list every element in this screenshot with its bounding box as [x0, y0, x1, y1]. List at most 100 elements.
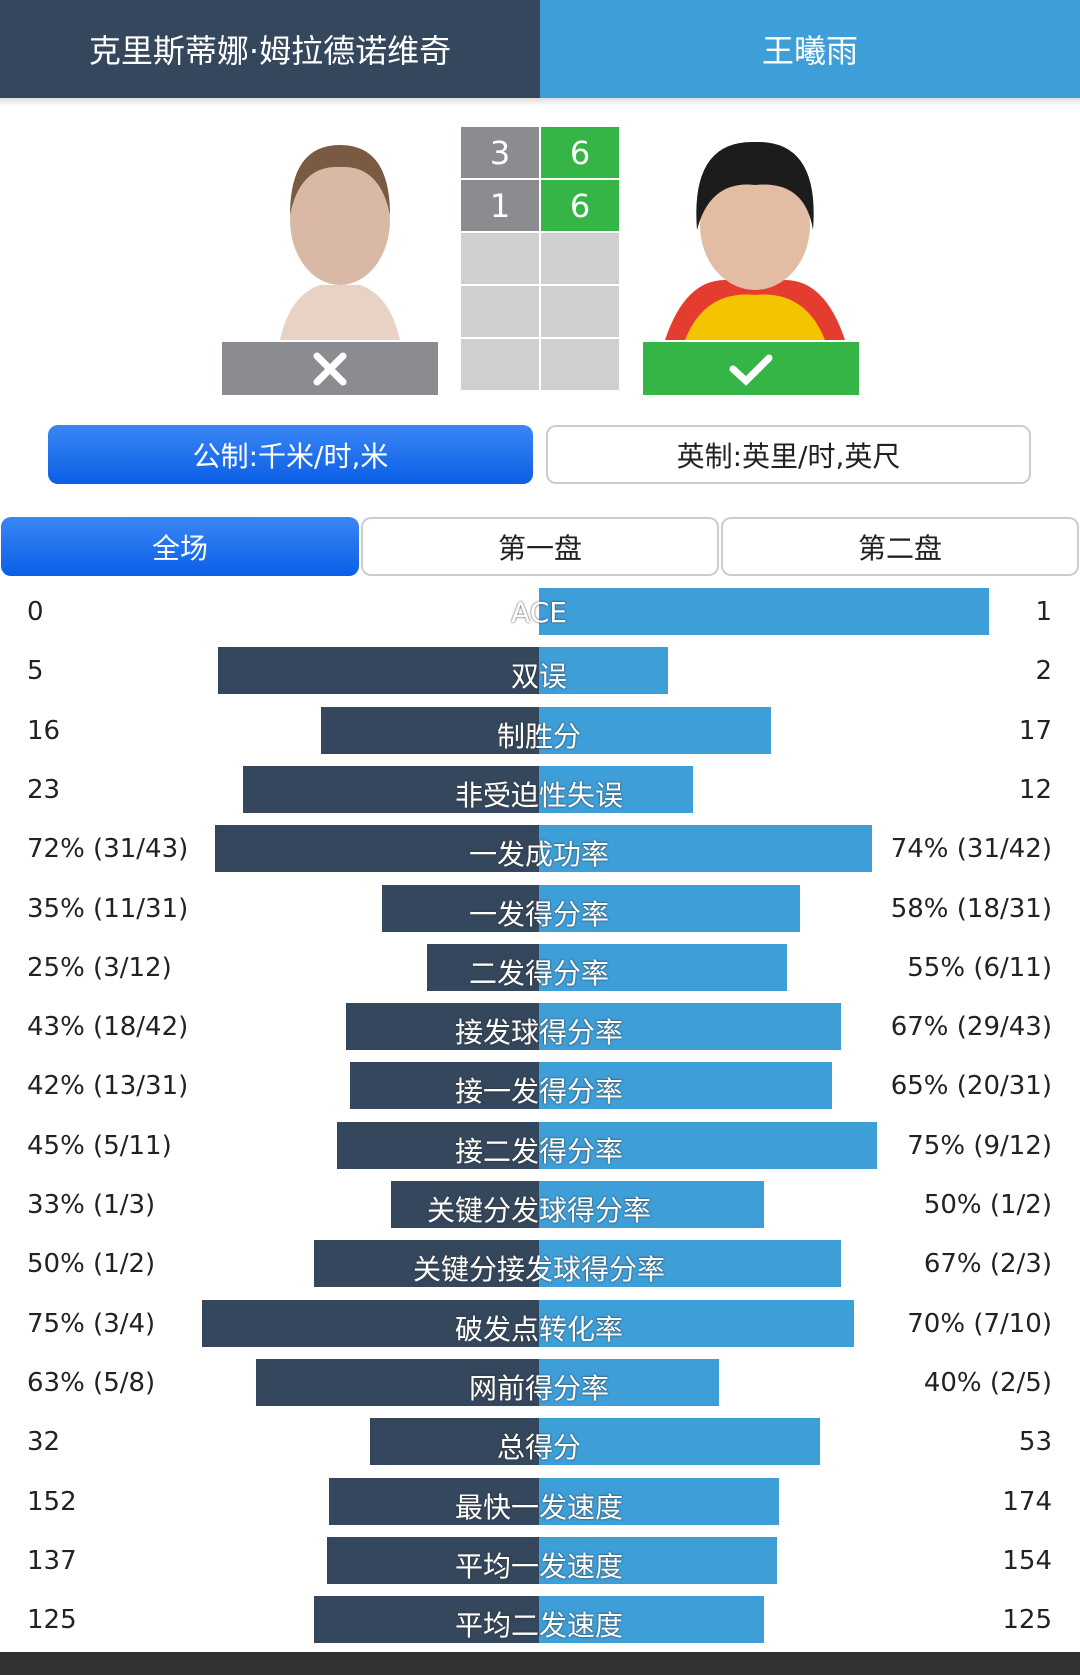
empty-set [461, 339, 539, 390]
right-value: 55% (6/11) [907, 952, 1052, 983]
stat-label: 制胜分 [496, 719, 581, 753]
right-value: 58% (18/31) [890, 893, 1052, 924]
stat-label: 一发成功率 [468, 838, 609, 872]
right-value: 67% (29/43) [890, 1012, 1052, 1043]
right-bar [539, 943, 787, 991]
set-score: 3 [461, 127, 539, 178]
left-value: 42% (13/31) [27, 1071, 189, 1102]
left-bar [243, 765, 539, 813]
stat-label: 接二发得分率 [454, 1134, 623, 1168]
right-bar [539, 884, 800, 932]
left-value: 33% (1/3) [27, 1190, 156, 1220]
right-value: 50% (1/2) [923, 1190, 1052, 1220]
player2-photo [665, 141, 845, 340]
set-score: 1 [461, 180, 539, 231]
stat-label: 非受迫性失误 [454, 778, 623, 812]
stat-label: 网前得分率 [468, 1371, 609, 1405]
right-bar [539, 706, 771, 754]
right-bar [539, 1181, 764, 1228]
left-value: 72% (31/43) [27, 834, 189, 865]
left-bar [327, 1536, 539, 1584]
right-bar [539, 1596, 764, 1644]
right-value: 67% (2/3) [923, 1249, 1052, 1280]
left-bar [381, 884, 539, 932]
left-value: 75% (3/4) [27, 1308, 156, 1339]
right-bar [539, 825, 872, 873]
left-bar [320, 706, 539, 754]
stat-label: 平均一发速度 [454, 1549, 623, 1583]
metric-button[interactable]: 公制:千米/时,米 [48, 425, 533, 484]
left-bar [369, 1418, 539, 1466]
stat-label: 一发得分率 [468, 897, 609, 931]
left-value: 152 [27, 1486, 77, 1517]
right-bar [539, 1121, 877, 1169]
left-value: 5 [27, 656, 44, 687]
right-value: 75% (9/12) [907, 1130, 1052, 1161]
left-bar [345, 1003, 539, 1051]
stat-label: 平均二发速度 [454, 1609, 623, 1643]
left-value: 63% (5/8) [27, 1367, 156, 1398]
stat-label: 关键分接发球得分率 [412, 1253, 665, 1287]
right-bar [539, 765, 694, 813]
left-value: 125 [27, 1605, 77, 1636]
stat-label: 接一发得分率 [454, 1075, 623, 1109]
right-value: 53 [1018, 1427, 1052, 1458]
right-bar [539, 1240, 841, 1288]
right-value: 74% (31/42) [890, 834, 1052, 865]
right-bar [539, 1299, 854, 1347]
right-value: 12 [1018, 774, 1052, 805]
left-bar [314, 1240, 539, 1288]
tab[interactable]: 全场 [1, 517, 359, 576]
right-bar [539, 1536, 778, 1584]
header-shadow [0, 98, 1080, 106]
empty-set [541, 233, 619, 284]
stat-label: 破发点转化率 [454, 1312, 623, 1346]
left-value: 16 [27, 715, 61, 746]
left-value: 32 [27, 1427, 61, 1458]
left-bar [329, 1477, 539, 1525]
left-bar [426, 943, 539, 991]
right-value: 17 [1018, 715, 1052, 746]
empty-set [461, 233, 539, 284]
left-value: 43% (18/42) [27, 1012, 189, 1043]
empty-set [461, 286, 539, 337]
left-value: 45% (5/11) [27, 1130, 172, 1161]
left-value: 35% (11/31) [27, 893, 189, 924]
left-value: 25% (3/12) [27, 952, 172, 983]
set-score: 6 [541, 127, 619, 178]
right-value: 70% (7/10) [907, 1308, 1052, 1339]
left-value: 0 [27, 597, 44, 627]
loss-badge [222, 342, 438, 395]
right-value: 40% (2/5) [923, 1367, 1052, 1398]
right-bar [539, 1003, 841, 1051]
player1-name: 克里斯蒂娜·姆拉德诺维奇 [0, 0, 540, 98]
left-value: 50% (1/2) [27, 1249, 156, 1280]
right-bar [539, 588, 989, 635]
right-value: 174 [1002, 1486, 1052, 1517]
left-value: 23 [27, 774, 61, 805]
left-bar [390, 1181, 539, 1228]
stat-label: 总得分 [496, 1431, 581, 1465]
right-bar [539, 1477, 780, 1525]
imperial-button[interactable]: 英制:英里/时,英尺 [546, 425, 1031, 484]
right-value: 125 [1002, 1605, 1052, 1636]
right-value: 154 [1002, 1545, 1052, 1576]
bottom-bar [0, 1652, 1080, 1675]
stat-label: 双误 [510, 660, 567, 694]
left-bar [201, 1299, 539, 1347]
left-bar [255, 1358, 539, 1406]
tab[interactable]: 第一盘 [361, 517, 719, 576]
right-value: 1 [1035, 597, 1052, 627]
player1-photo [280, 145, 400, 340]
right-bar [539, 1418, 820, 1466]
left-bar [336, 1121, 539, 1169]
tab[interactable]: 第二盘 [721, 517, 1079, 576]
stat-label: 二发得分率 [468, 956, 609, 990]
left-value: 137 [27, 1545, 77, 1576]
left-bar [217, 647, 539, 695]
set-score: 6 [541, 180, 619, 231]
left-bar [215, 825, 539, 873]
right-value: 2 [1035, 656, 1052, 687]
right-bar [539, 647, 668, 695]
